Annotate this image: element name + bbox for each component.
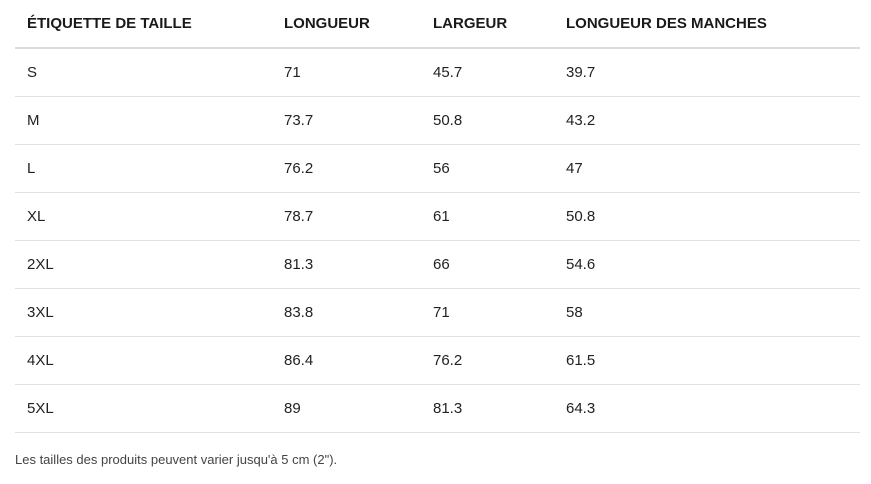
size-variation-note: Les tailles des produits peuvent varier … (15, 452, 338, 467)
header-size-label: ÉTIQUETTE DE TAILLE (15, 0, 272, 49)
table-header: ÉTIQUETTE DE TAILLE LONGUEUR LARGEUR LON… (15, 0, 860, 49)
table-row: XL 78.7 61 50.8 (15, 192, 860, 241)
cell-size: 3XL (15, 288, 272, 337)
cell-size: XL (15, 192, 272, 241)
header-sleeve-length: LONGUEUR DES MANCHES (554, 0, 860, 49)
cell-sleeve-length: 61.5 (554, 336, 860, 385)
header-width: LARGEUR (421, 0, 554, 49)
cell-sleeve-length: 47 (554, 144, 860, 193)
cell-width: 81.3 (421, 384, 554, 433)
cell-width: 50.8 (421, 96, 554, 145)
cell-sleeve-length: 64.3 (554, 384, 860, 433)
cell-sleeve-length: 50.8 (554, 192, 860, 241)
cell-size: 2XL (15, 240, 272, 289)
cell-size: 5XL (15, 384, 272, 433)
cell-size: L (15, 144, 272, 193)
header-row: ÉTIQUETTE DE TAILLE LONGUEUR LARGEUR LON… (15, 0, 860, 49)
cell-size: S (15, 48, 272, 97)
table-row: S 71 45.7 39.7 (15, 48, 860, 97)
cell-width: 45.7 (421, 48, 554, 97)
cell-length: 83.8 (272, 288, 421, 337)
header-length: LONGUEUR (272, 0, 421, 49)
cell-width: 76.2 (421, 336, 554, 385)
table-row: 4XL 86.4 76.2 61.5 (15, 336, 860, 385)
cell-length: 71 (272, 48, 421, 97)
table-row: L 76.2 56 47 (15, 144, 860, 193)
cell-length: 76.2 (272, 144, 421, 193)
cell-width: 61 (421, 192, 554, 241)
table-row: 5XL 89 81.3 64.3 (15, 384, 860, 433)
cell-length: 81.3 (272, 240, 421, 289)
cell-size: 4XL (15, 336, 272, 385)
cell-width: 66 (421, 240, 554, 289)
cell-width: 71 (421, 288, 554, 337)
cell-length: 86.4 (272, 336, 421, 385)
cell-length: 89 (272, 384, 421, 433)
table-row: M 73.7 50.8 43.2 (15, 96, 860, 145)
cell-sleeve-length: 39.7 (554, 48, 860, 97)
cell-sleeve-length: 43.2 (554, 96, 860, 145)
table-body: S 71 45.7 39.7 M 73.7 50.8 43.2 L 76.2 5… (15, 48, 860, 433)
table-row: 2XL 81.3 66 54.6 (15, 240, 860, 289)
cell-size: M (15, 96, 272, 145)
cell-sleeve-length: 58 (554, 288, 860, 337)
cell-length: 78.7 (272, 192, 421, 241)
cell-length: 73.7 (272, 96, 421, 145)
table-row: 3XL 83.8 71 58 (15, 288, 860, 337)
cell-width: 56 (421, 144, 554, 193)
size-chart-table: ÉTIQUETTE DE TAILLE LONGUEUR LARGEUR LON… (15, 0, 860, 433)
cell-sleeve-length: 54.6 (554, 240, 860, 289)
